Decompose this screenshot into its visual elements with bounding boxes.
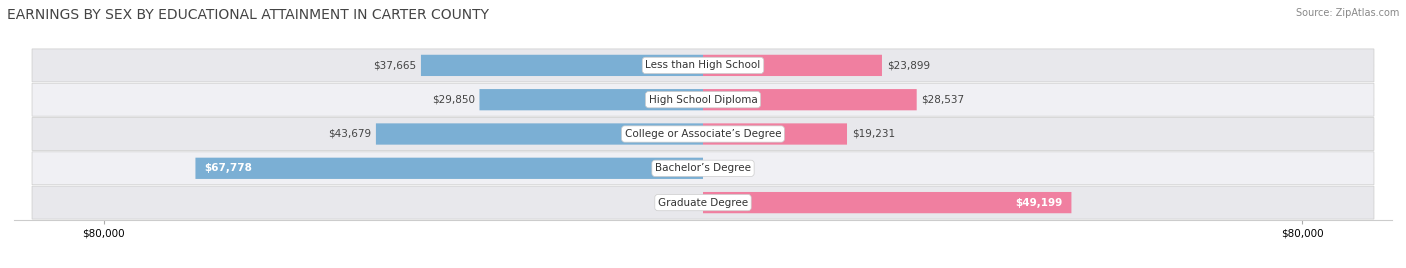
Text: High School Diploma: High School Diploma: [648, 95, 758, 105]
FancyBboxPatch shape: [703, 192, 1071, 213]
FancyBboxPatch shape: [32, 83, 1374, 116]
FancyBboxPatch shape: [32, 49, 1374, 82]
Text: Source: ZipAtlas.com: Source: ZipAtlas.com: [1295, 8, 1399, 18]
Text: $49,199: $49,199: [1015, 198, 1063, 208]
Text: $28,537: $28,537: [921, 95, 965, 105]
Text: EARNINGS BY SEX BY EDUCATIONAL ATTAINMENT IN CARTER COUNTY: EARNINGS BY SEX BY EDUCATIONAL ATTAINMEN…: [7, 8, 489, 22]
FancyBboxPatch shape: [32, 118, 1374, 150]
Text: $0: $0: [707, 163, 721, 173]
FancyBboxPatch shape: [479, 89, 703, 110]
FancyBboxPatch shape: [32, 152, 1374, 185]
FancyBboxPatch shape: [32, 186, 1374, 219]
Text: $43,679: $43,679: [328, 129, 371, 139]
FancyBboxPatch shape: [375, 123, 703, 145]
Text: Less than High School: Less than High School: [645, 60, 761, 70]
Text: $0: $0: [685, 198, 699, 208]
Text: $67,778: $67,778: [204, 163, 252, 173]
Text: $19,231: $19,231: [852, 129, 896, 139]
Text: $23,899: $23,899: [887, 60, 929, 70]
FancyBboxPatch shape: [703, 123, 846, 145]
Text: Graduate Degree: Graduate Degree: [658, 198, 748, 208]
Text: Bachelor’s Degree: Bachelor’s Degree: [655, 163, 751, 173]
FancyBboxPatch shape: [703, 89, 917, 110]
Text: $37,665: $37,665: [373, 60, 416, 70]
FancyBboxPatch shape: [703, 55, 882, 76]
FancyBboxPatch shape: [195, 158, 703, 179]
FancyBboxPatch shape: [420, 55, 703, 76]
Text: $29,850: $29,850: [432, 95, 475, 105]
Text: College or Associate’s Degree: College or Associate’s Degree: [624, 129, 782, 139]
